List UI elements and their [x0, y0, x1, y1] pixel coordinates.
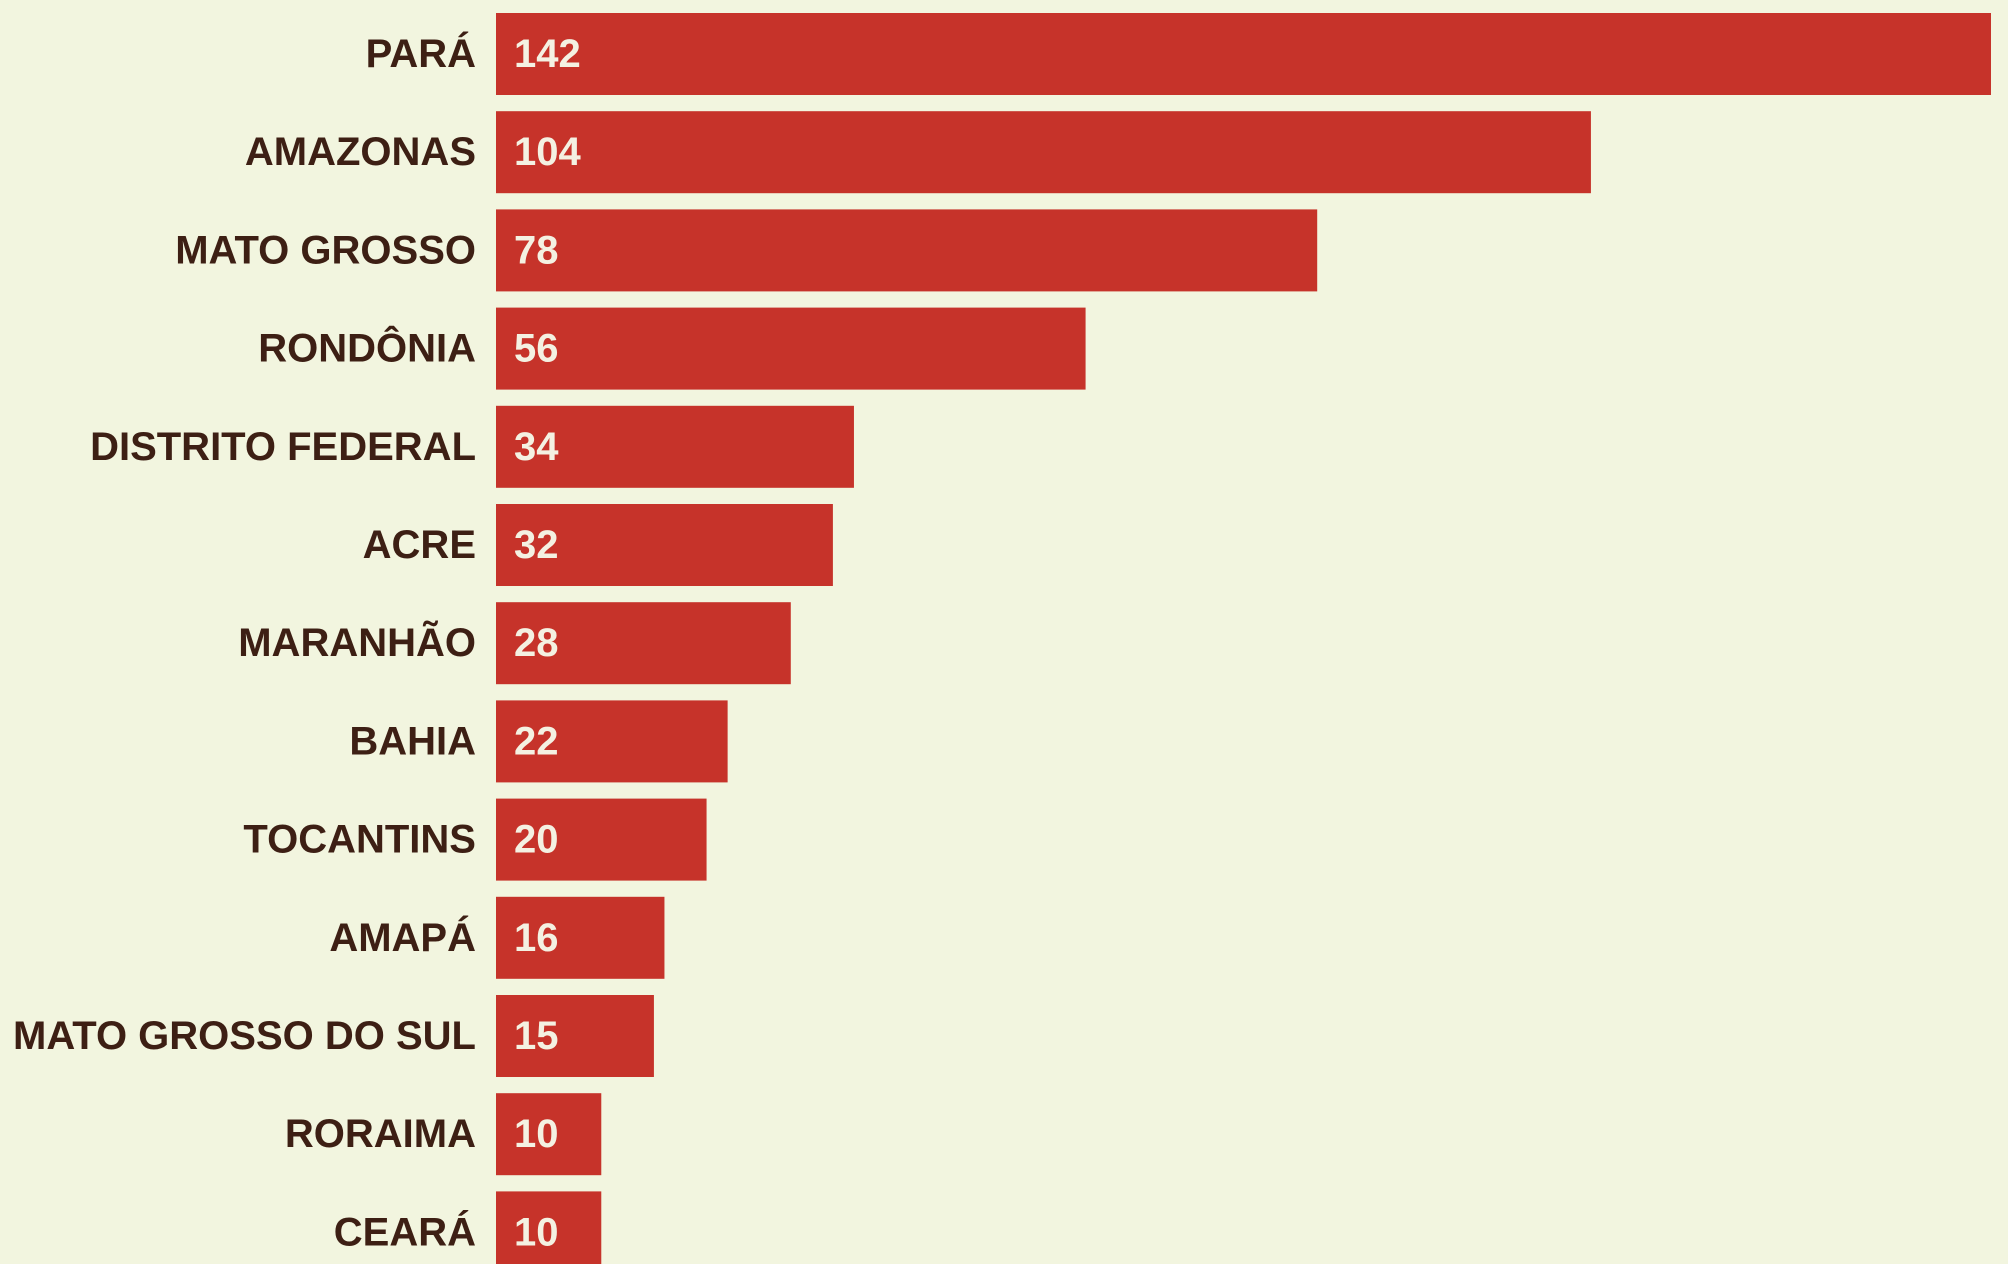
value-label: 28 [514, 621, 559, 665]
value-label: 78 [514, 228, 559, 272]
bar [496, 13, 1991, 95]
value-label: 104 [514, 130, 581, 174]
category-label: ACRE [363, 523, 476, 567]
category-label: AMAPÁ [329, 915, 476, 960]
value-label: 142 [514, 32, 581, 76]
category-label: RONDÔNIA [258, 325, 476, 371]
bar [496, 308, 1086, 390]
value-label: 34 [514, 425, 559, 469]
category-label: TOCANTINS [243, 818, 476, 862]
category-label: BAHIA [349, 719, 476, 763]
value-label: 16 [514, 916, 559, 960]
value-label: 10 [514, 1112, 559, 1156]
category-label: CEARÁ [334, 1209, 476, 1254]
category-label: RORAIMA [285, 1112, 476, 1156]
category-label: MARANHÃO [238, 619, 476, 665]
value-label: 15 [514, 1014, 559, 1058]
category-label: MATO GROSSO DO SUL [13, 1014, 476, 1058]
bar [496, 209, 1317, 291]
category-label: MATO GROSSO [175, 228, 476, 272]
value-label: 32 [514, 523, 559, 567]
value-label: 10 [514, 1210, 559, 1254]
category-label: AMAZONAS [245, 130, 476, 174]
category-label: DISTRITO FEDERAL [90, 425, 476, 469]
value-label: 22 [514, 719, 559, 763]
bar [496, 111, 1591, 193]
value-label: 20 [514, 818, 559, 862]
value-label: 56 [514, 327, 559, 371]
category-label: PARÁ [366, 31, 476, 76]
